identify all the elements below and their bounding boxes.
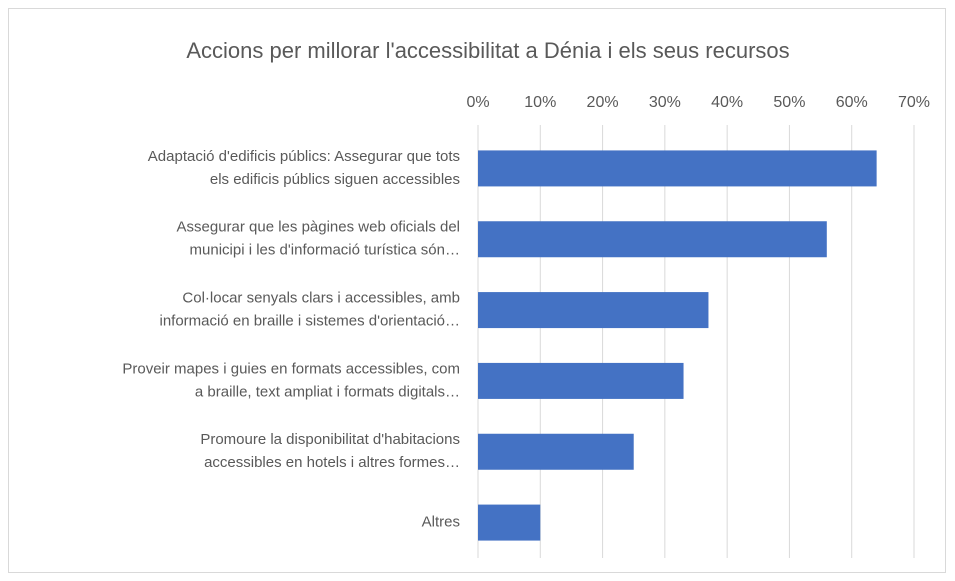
x-tick-label: 20% bbox=[587, 94, 619, 111]
y-tick-label: Adaptació d'edificis públics: Assegurar … bbox=[148, 148, 460, 165]
x-tick-label: 30% bbox=[649, 94, 681, 111]
y-tick-label: a braille, text ampliat i formats digita… bbox=[195, 383, 460, 400]
y-tick-label: Col·locar senyals clars i accessibles, a… bbox=[182, 290, 460, 307]
y-tick-label: els edificis públics siguen accessibles bbox=[210, 171, 460, 188]
bar bbox=[478, 150, 877, 187]
bar bbox=[478, 504, 541, 541]
y-tick-label: Assegurar que les pàgines web oficials d… bbox=[177, 219, 461, 236]
x-tick-label: 70% bbox=[898, 94, 930, 111]
bar bbox=[478, 433, 634, 470]
y-tick-label: accessibles en hotels i altres formes… bbox=[204, 454, 460, 471]
x-tick-label: 10% bbox=[524, 94, 556, 111]
y-tick-label: Altres bbox=[422, 514, 460, 531]
chart-title: Accions per millorar l'accessibilitat a … bbox=[186, 38, 789, 63]
chart-border bbox=[8, 8, 946, 573]
bar bbox=[478, 292, 709, 329]
x-tick-label: 50% bbox=[773, 94, 805, 111]
bar bbox=[478, 221, 827, 258]
bar bbox=[478, 362, 684, 399]
x-tick-label: 40% bbox=[711, 94, 743, 111]
x-tick-label: 0% bbox=[466, 94, 489, 111]
y-tick-label: Proveir mapes i guies en formats accessi… bbox=[122, 360, 460, 377]
x-tick-label: 60% bbox=[836, 94, 868, 111]
y-tick-label: municipi i les d'informació turística só… bbox=[190, 242, 460, 259]
y-tick-label: informació en braille i sistemes d'orien… bbox=[160, 313, 461, 330]
y-tick-label: Promoure la disponibilitat d'habitacions bbox=[200, 431, 460, 448]
